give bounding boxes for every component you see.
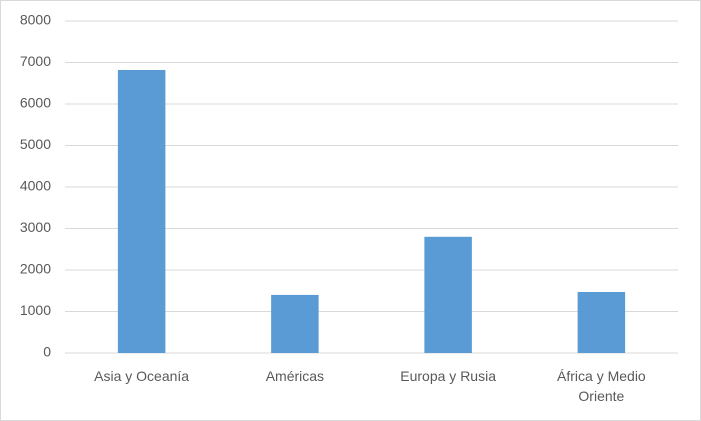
- bar: [117, 69, 166, 353]
- x-tick-label: Europa y Rusia: [400, 368, 496, 384]
- x-tick-label: Américas: [265, 368, 325, 384]
- bar: [424, 236, 472, 353]
- x-tick-label: África y Medio Oriente: [557, 368, 646, 404]
- y-tick-label: 6000: [20, 95, 51, 111]
- y-tick-label: 5000: [20, 136, 51, 152]
- x-tick-label: Asia y Oceanía: [94, 368, 190, 384]
- y-tick-label: 0: [43, 344, 51, 360]
- y-tick-label: 1000: [20, 302, 51, 318]
- y-tick-label: 7000: [20, 53, 51, 69]
- y-tick-label: 4000: [20, 178, 51, 194]
- y-tick-label: 8000: [20, 12, 51, 28]
- bar: [577, 291, 626, 353]
- bar: [271, 294, 319, 353]
- y-tick-label: 3000: [20, 219, 51, 235]
- y-tick-label: 2000: [20, 261, 51, 277]
